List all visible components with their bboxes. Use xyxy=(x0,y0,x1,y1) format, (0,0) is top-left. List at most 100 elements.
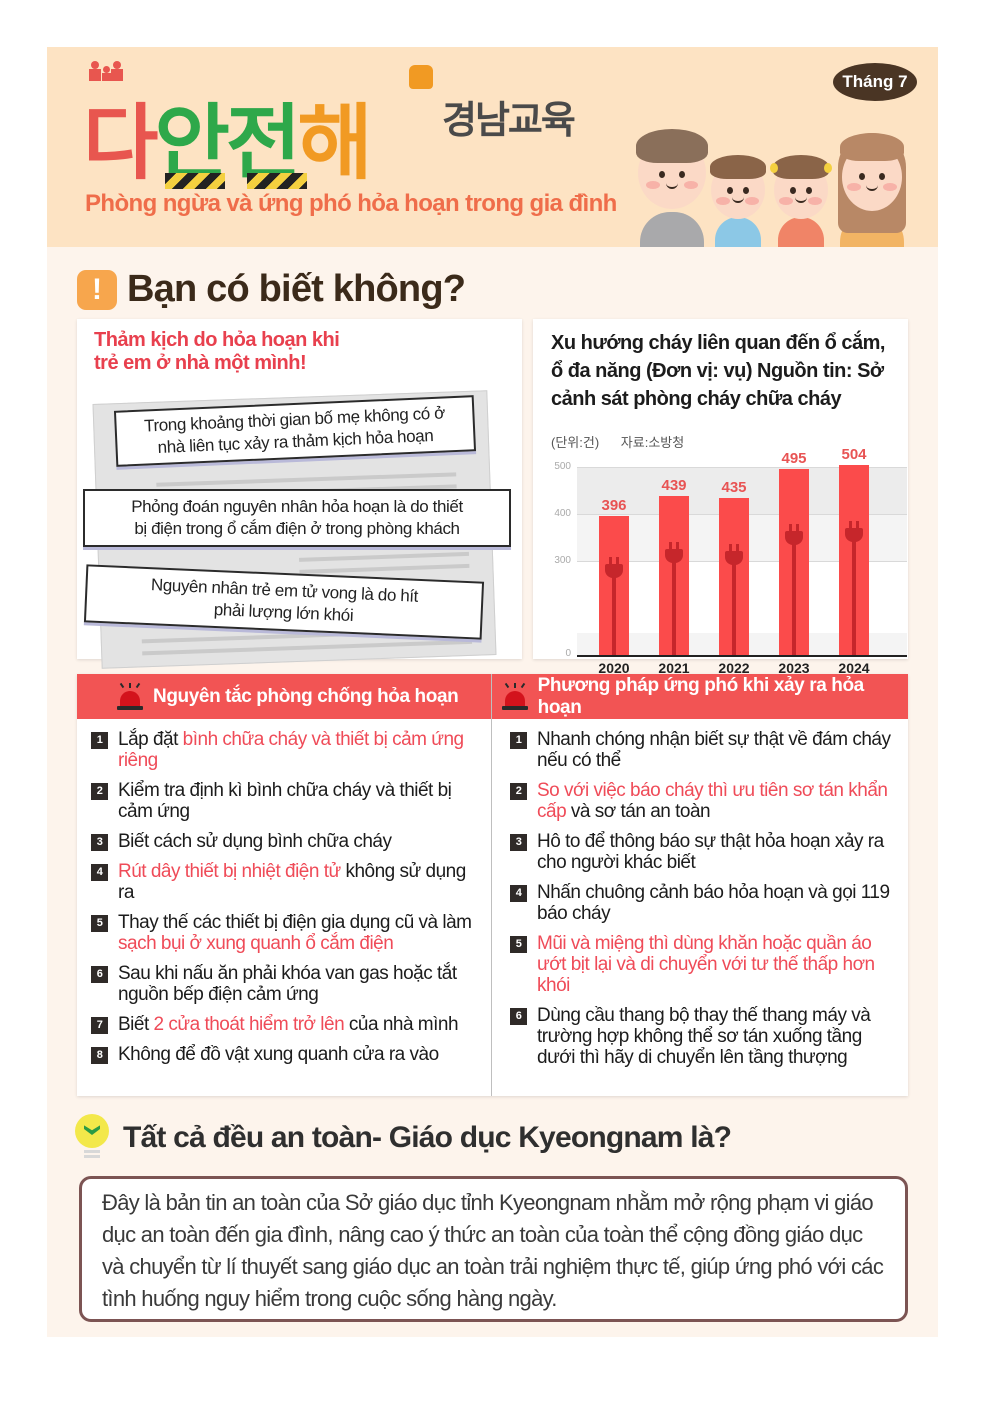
number-badge: 2 xyxy=(510,783,527,800)
highlight-text: 2 cửa thoát hiểm trở lên xyxy=(153,1014,345,1035)
list-item: 3 Hô to để thông báo sự thật hỏa hoạn xảy… xyxy=(510,831,895,873)
y-tick: 500 xyxy=(554,461,571,472)
list-item: 2 So với việc báo cháy thì ưu tiên sơ tán… xyxy=(510,780,895,822)
divider xyxy=(491,674,492,1096)
headline-line: trẻ em ở nhà một mình! xyxy=(94,352,307,374)
plug-icon xyxy=(725,543,743,565)
chart-meta: (단위:건) 자료:소방청 xyxy=(551,432,702,451)
text-segment: Dùng cầu thang bộ thay thế thang máy và … xyxy=(537,1005,871,1068)
item-text: Biết 2 cửa thoát hiểm trở lên của nhà mì… xyxy=(118,1014,459,1035)
son-figure xyxy=(707,147,769,247)
number-badge: 7 xyxy=(91,1017,108,1034)
item-text: Thay thế các thiết bị điện gia dụng cũ v… xyxy=(118,912,486,954)
section-title-about: Tất cả đều an toàn- Giáo dục Kyeongnam l… xyxy=(75,1114,732,1162)
number-badge: 1 xyxy=(510,732,527,749)
item-text: Mũi và miệng thì dùng khăn hoặc quần áo … xyxy=(537,933,895,996)
news-strip: Phỏng đoán nguyên nhân hỏa hoạn là do th… xyxy=(83,489,511,547)
logo-char: 다 xyxy=(83,96,158,191)
item-text: Biết cách sử dụng bình chữa cháy xyxy=(118,831,392,852)
bar-value-label: 396 xyxy=(601,496,627,514)
highlight-text: sạch bụi ở xung quanh ổ cắm điện xyxy=(118,933,394,954)
item-text: Không để đồ vật xung quanh cửa ra vào xyxy=(118,1044,439,1065)
item-text: Rút dây thiết bị nhiệt điện tử không sử … xyxy=(118,861,486,903)
news-headline: Thảm kịch do hỏa hoạn khi trẻ em ở nhà m… xyxy=(94,329,340,375)
family-figure-icon xyxy=(89,61,125,81)
text-segment: Nhanh chóng nhận biết sự thật về đám chá… xyxy=(537,729,891,771)
number-badge: 5 xyxy=(91,915,108,932)
list-item: 6 Dùng cầu thang bộ thay thế thang máy và… xyxy=(510,1005,895,1068)
y-tick: 0 xyxy=(565,648,571,659)
list-item: 1 Lắp đặt bình chữa cháy và thiết bị cảm … xyxy=(91,729,486,771)
list-item: 2 Kiểm tra định kì bình chữa cháy và thiế… xyxy=(91,780,486,822)
response-list: 1 Nhanh chóng nhận biết sự thật về đám ch… xyxy=(510,729,895,1077)
plug-icon xyxy=(845,521,863,543)
list-item: 8 Không để đồ vật xung quanh cửa ra vào xyxy=(91,1044,486,1065)
response-header: Phương pháp ứng phó khi xảy ra hỏa hoạn xyxy=(492,674,908,719)
header-subtitle: Phòng ngừa và ứng phó hỏa hoạn trong gia… xyxy=(85,190,617,217)
bar-value-label: 504 xyxy=(841,446,867,464)
headline-line: Thảm kịch do hỏa hoạn khi xyxy=(94,329,340,351)
mother-figure xyxy=(832,117,912,247)
rules-panel: Nguyên tắc phòng chống hỏa hoạn 1 Lắp đặt… xyxy=(77,674,908,1096)
siren-icon xyxy=(500,682,530,711)
y-tick: 300 xyxy=(554,555,571,566)
text-segment: Lắp đặt xyxy=(118,729,183,750)
number-badge: 8 xyxy=(91,1047,108,1064)
father-figure xyxy=(632,117,712,247)
logo-char: 해 xyxy=(297,96,372,191)
prevention-header: Nguyên tắc phòng chống hỏa hoạn xyxy=(77,674,491,719)
item-text: Nhấn chuông cảnh báo hỏa hoạn và gọi 119… xyxy=(537,882,895,924)
text-segment: Sau khi nấu ăn phải khóa van gas hoặc tắ… xyxy=(118,963,457,1005)
item-text: Nhanh chóng nhận biết sự thật về đám chá… xyxy=(537,729,895,771)
number-badge: 3 xyxy=(510,834,527,851)
header-banner: 다 안 전 해 경남교육 Phòng ngừa và ứng phó hỏa h… xyxy=(47,47,938,247)
section-title-text: Bạn có biết không? xyxy=(127,268,466,310)
item-text: So với việc báo cháy thì ưu tiên sơ tán … xyxy=(537,780,895,822)
bar-value-label: 439 xyxy=(661,476,687,494)
number-badge: 5 xyxy=(510,936,527,953)
text-segment: Hô to để thông báo sự thật hỏa hoạn xảy … xyxy=(537,831,884,873)
about-text-box: Đây là bản tin an toàn của Sở giáo dục t… xyxy=(79,1176,908,1322)
chart-bar xyxy=(599,515,629,655)
list-item: 6 Sau khi nấu ăn phải khóa van gas hoặc t… xyxy=(91,963,486,1005)
item-text: Lắp đặt bình chữa cháy và thiết bị cảm ứ… xyxy=(118,729,486,771)
text-segment: của nhà mình xyxy=(344,1014,459,1035)
exclamation-icon: ! xyxy=(77,269,117,310)
text-segment: Không để đồ vật xung quanh cửa ra vào xyxy=(118,1044,439,1065)
item-text: Hô to để thông báo sự thật hỏa hoạn xảy … xyxy=(537,831,895,873)
chart-bar xyxy=(839,465,869,655)
response-title: Phương pháp ứng phó khi xảy ra hỏa hoạn xyxy=(537,674,865,718)
daughter-figure xyxy=(770,147,832,247)
lightbulb-check-icon xyxy=(75,1114,109,1162)
chart-title: Xu hướng cháy liên quan đến ổ cắm, ổ đa … xyxy=(551,332,885,410)
number-badge: 6 xyxy=(510,1008,527,1025)
logo-subtitle: 경남교육 xyxy=(442,98,576,142)
number-badge: 6 xyxy=(91,966,108,983)
list-item: 5 Mũi và miệng thì dùng khăn hoặc quần áo… xyxy=(510,933,895,996)
text-segment: không sử dụng ra xyxy=(118,861,466,903)
section-title-did-you-know: ! Bạn có biết không? xyxy=(77,268,466,311)
plug-icon xyxy=(605,556,623,578)
highlight-text: Rút dây thiết bị nhiệt điện tử xyxy=(118,861,341,882)
text-segment: Biết cách sử dụng bình chữa cháy xyxy=(118,831,392,852)
bar-value-label: 495 xyxy=(781,450,807,468)
bar-value-label: 435 xyxy=(721,478,747,496)
x-tick: 2021 xyxy=(658,660,690,676)
list-item: 5 Thay thế các thiết bị điện gia dụng cũ … xyxy=(91,912,486,954)
prevention-title: Nguyên tắc phòng chống hỏa hoạn xyxy=(153,685,459,707)
item-text: Dùng cầu thang bộ thay thế thang máy và … xyxy=(537,1005,895,1068)
number-badge: 4 xyxy=(91,864,108,881)
logo-char: 전 xyxy=(225,96,301,191)
strip-line: Phỏng đoán nguyên nhân hỏa hoạn là do th… xyxy=(131,497,463,516)
logo: 다 안 전 해 xyxy=(83,75,373,191)
text-segment: và sơ tán an toàn xyxy=(566,801,711,822)
y-tick: 400 xyxy=(554,508,571,519)
number-badge: 1 xyxy=(91,732,108,749)
item-text: Sau khi nấu ăn phải khóa van gas hoặc tắ… xyxy=(118,963,486,1005)
newsletter-page: 다 안 전 해 경남교육 Phòng ngừa và ứng phó hỏa h… xyxy=(47,47,938,1337)
text-segment: Kiểm tra định kì bình chữa cháy và thiết… xyxy=(118,780,452,822)
hazard-stripe-decoration xyxy=(247,173,307,189)
text-segment: Biết xyxy=(118,1014,154,1035)
highlight-text: Mũi và miệng thì dùng khăn hoặc quần áo … xyxy=(537,933,875,996)
section-title-text: Tất cả đều an toàn- Giáo dục Kyeongnam l… xyxy=(123,1121,732,1154)
